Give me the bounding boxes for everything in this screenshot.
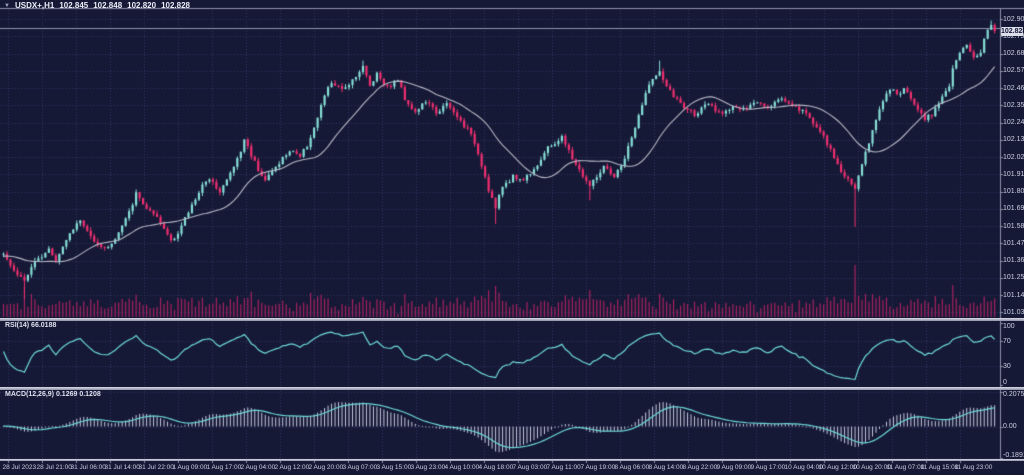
current-price-box: 102.828 — [1001, 26, 1024, 36]
time-axis-label: 2 Aug 04:00 — [240, 464, 276, 471]
time-axis-label: 31 Jul 06:00 — [70, 464, 106, 471]
time-axis-label: 9 Aug 09:00 — [716, 464, 752, 471]
time-axis-label: 2 Aug 12:00 — [274, 464, 310, 471]
time-axis-label: 7 Aug 19:00 — [580, 464, 616, 471]
time-axis-label: 8 Aug 22:00 — [682, 464, 718, 471]
time-axis-label: 10 Aug 04:00 — [784, 464, 823, 471]
time-axis-label: 10 Aug 20:00 — [852, 464, 891, 471]
time-axis-label: 10 Aug 12:00 — [818, 464, 857, 471]
time-axis-label: 7 Aug 03:00 — [512, 464, 548, 471]
time-axis-label: 28 Jul 2023 — [2, 464, 37, 471]
macd-indicator-label: MACD(12,26,9) 0.1269 0.1208 — [5, 391, 101, 398]
time-axis-label: 1 Aug 17:00 — [206, 464, 242, 471]
pane-separator-main-rsi[interactable] — [0, 318, 1024, 321]
time-axis-label: 3 Aug 23:00 — [410, 464, 446, 471]
header-high-value: 102.848 — [93, 1, 123, 10]
time-axis-label: 4 Aug 18:00 — [478, 464, 514, 471]
time-axis-label: 28 Jul 21:00 — [36, 464, 72, 471]
rsi-indicator-label: RSI(14) 66.0188 — [5, 322, 57, 329]
time-axis-label: 3 Aug 07:00 — [342, 464, 378, 471]
time-axis-label: 31 Jul 22:00 — [138, 464, 174, 471]
header-close-value: 102.828 — [161, 1, 190, 10]
time-axis[interactable]: 28 Jul 2023 28 Jul 21:00 31 Jul 06:00 31 Ju… — [0, 461, 1024, 475]
symbol-period-label: USDX+,H1 — [14, 1, 55, 10]
time-axis-label: 11 Aug 07:00 — [886, 464, 925, 471]
time-axis-label: 9 Aug 17:00 — [750, 464, 786, 471]
time-axis-label: 31 Jul 14:00 — [104, 464, 140, 471]
symbol-ohlc-header: ▼ USDX+,H1 102.845 102.848 102.820 102.8… — [4, 1, 190, 10]
time-axis-label: 3 Aug 15:00 — [376, 464, 412, 471]
time-axis-label: 2 Aug 20:00 — [308, 464, 344, 471]
time-axis-label: 11 Aug 15:00 — [920, 464, 959, 471]
time-axis-label: 11 Aug 23:00 — [954, 464, 993, 471]
time-axis-label: 7 Aug 11:00 — [546, 464, 581, 471]
expander-icon[interactable]: ▼ — [4, 2, 10, 9]
time-axis-label: 1 Aug 09:00 — [172, 464, 208, 471]
pane-separator-time-axis — [0, 459, 1024, 461]
time-axis-label: 8 Aug 06:00 — [614, 464, 650, 471]
pane-separator-rsi-macd[interactable] — [0, 387, 1024, 390]
header-low-value: 102.820 — [127, 1, 157, 10]
header-open-value: 102.845 — [59, 1, 89, 10]
time-axis-label: 4 Aug 10:00 — [444, 464, 480, 471]
time-axis-label: 8 Aug 14:00 — [648, 464, 684, 471]
